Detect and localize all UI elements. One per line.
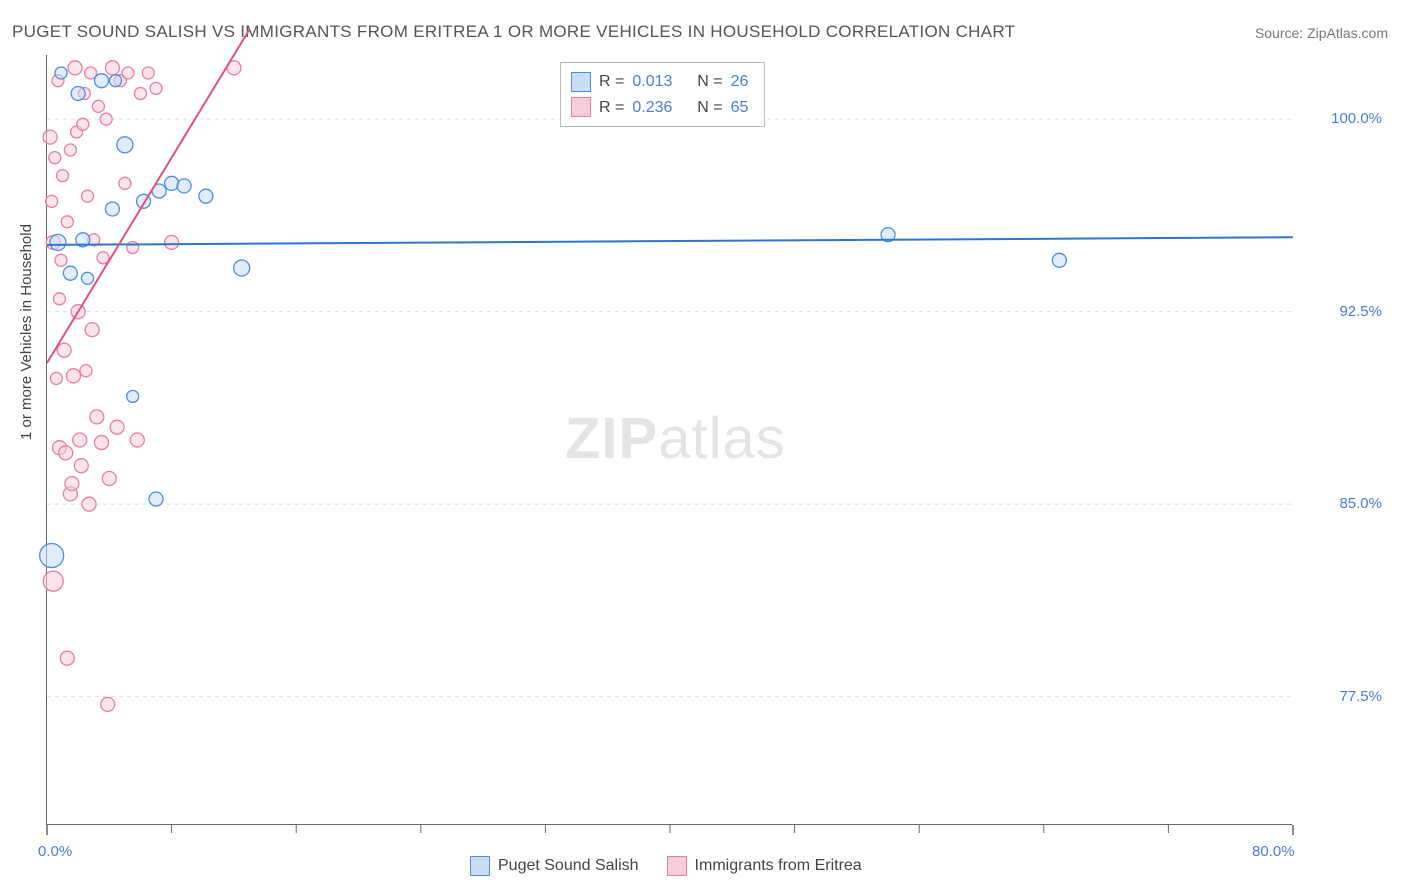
source-label: Source: ZipAtlas.com [1255,25,1388,41]
legend-item-puget: Puget Sound Salish [470,856,639,876]
n-label: N = [697,69,722,95]
x-tick-label: 0.0% [38,843,72,860]
swatch-eritrea [571,97,591,117]
stats-legend: R = 0.013 N = 26 R = 0.236 N = 65 [560,62,765,127]
r-label: R = [599,95,624,121]
watermark-light: atlas [658,406,786,471]
stats-row-eritrea: R = 0.236 N = 65 [571,95,748,121]
r-value-puget: 0.013 [632,69,672,95]
n-label: N = [697,95,722,121]
legend-label-eritrea: Immigrants from Eritrea [695,857,862,875]
watermark-bold: ZIP [565,406,658,471]
n-value-puget: 26 [731,69,749,95]
y-tick-label: 85.0% [1302,495,1382,512]
y-tick-label: 100.0% [1302,110,1382,127]
legend-label-puget: Puget Sound Salish [498,857,639,875]
y-axis-label: 1 or more Vehicles in Household [18,224,35,440]
chart-container: PUGET SOUND SALISH VS IMMIGRANTS FROM ER… [0,0,1406,892]
y-tick-label: 77.5% [1302,688,1382,705]
r-value-eritrea: 0.236 [632,95,672,121]
legend-swatch-puget [470,856,490,876]
x-tick-label: 80.0% [1252,843,1295,860]
stats-row-puget: R = 0.013 N = 26 [571,69,748,95]
series-legend: Puget Sound Salish Immigrants from Eritr… [470,856,862,876]
legend-swatch-eritrea [667,856,687,876]
swatch-puget [571,72,591,92]
y-tick-label: 92.5% [1302,303,1382,320]
chart-title: PUGET SOUND SALISH VS IMMIGRANTS FROM ER… [12,22,1015,42]
r-label: R = [599,69,624,95]
watermark: ZIPatlas [565,405,786,472]
n-value-eritrea: 65 [731,95,749,121]
legend-item-eritrea: Immigrants from Eritrea [667,856,862,876]
